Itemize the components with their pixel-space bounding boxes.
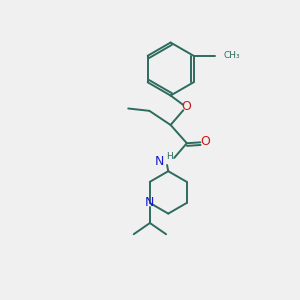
Text: O: O bbox=[201, 135, 211, 148]
Text: CH₃: CH₃ bbox=[223, 51, 240, 60]
Text: H: H bbox=[166, 152, 172, 161]
Text: N: N bbox=[155, 155, 164, 168]
Text: O: O bbox=[181, 100, 191, 113]
Text: N: N bbox=[145, 196, 154, 209]
